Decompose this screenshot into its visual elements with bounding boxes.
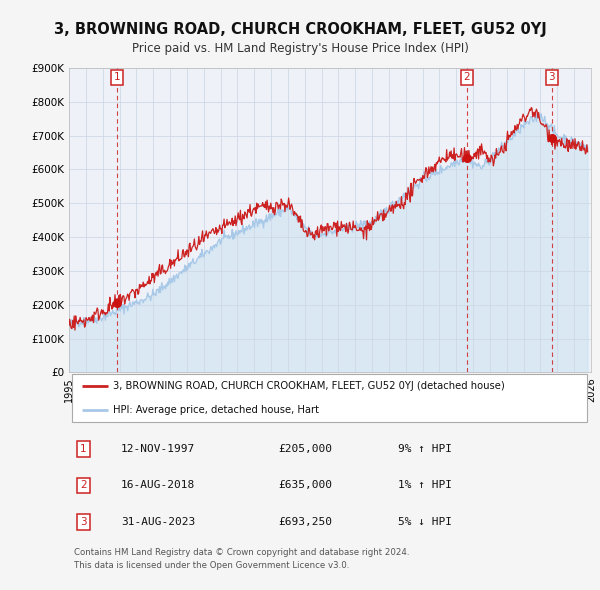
Text: 16-AUG-2018: 16-AUG-2018 (121, 480, 196, 490)
Text: £635,000: £635,000 (278, 480, 332, 490)
Text: 3: 3 (548, 73, 555, 83)
Text: £693,250: £693,250 (278, 517, 332, 527)
Text: 1: 1 (114, 73, 121, 83)
Text: 3, BROWNING ROAD, CHURCH CROOKHAM, FLEET, GU52 0YJ (detached house): 3, BROWNING ROAD, CHURCH CROOKHAM, FLEET… (113, 382, 505, 391)
Text: HPI: Average price, detached house, Hart: HPI: Average price, detached house, Hart (113, 405, 319, 415)
FancyBboxPatch shape (71, 375, 587, 422)
Text: 1: 1 (80, 444, 87, 454)
Text: 31-AUG-2023: 31-AUG-2023 (121, 517, 196, 527)
Text: Price paid vs. HM Land Registry's House Price Index (HPI): Price paid vs. HM Land Registry's House … (131, 42, 469, 55)
Text: 5% ↓ HPI: 5% ↓ HPI (398, 517, 452, 527)
Text: 3: 3 (80, 517, 87, 527)
Text: 2: 2 (463, 73, 470, 83)
Text: Contains HM Land Registry data © Crown copyright and database right 2024.
This d: Contains HM Land Registry data © Crown c… (74, 548, 410, 569)
Text: 12-NOV-1997: 12-NOV-1997 (121, 444, 196, 454)
Text: 1% ↑ HPI: 1% ↑ HPI (398, 480, 452, 490)
Text: 2: 2 (80, 480, 87, 490)
Text: 9% ↑ HPI: 9% ↑ HPI (398, 444, 452, 454)
Text: 3, BROWNING ROAD, CHURCH CROOKHAM, FLEET, GU52 0YJ: 3, BROWNING ROAD, CHURCH CROOKHAM, FLEET… (53, 22, 547, 37)
Text: £205,000: £205,000 (278, 444, 332, 454)
